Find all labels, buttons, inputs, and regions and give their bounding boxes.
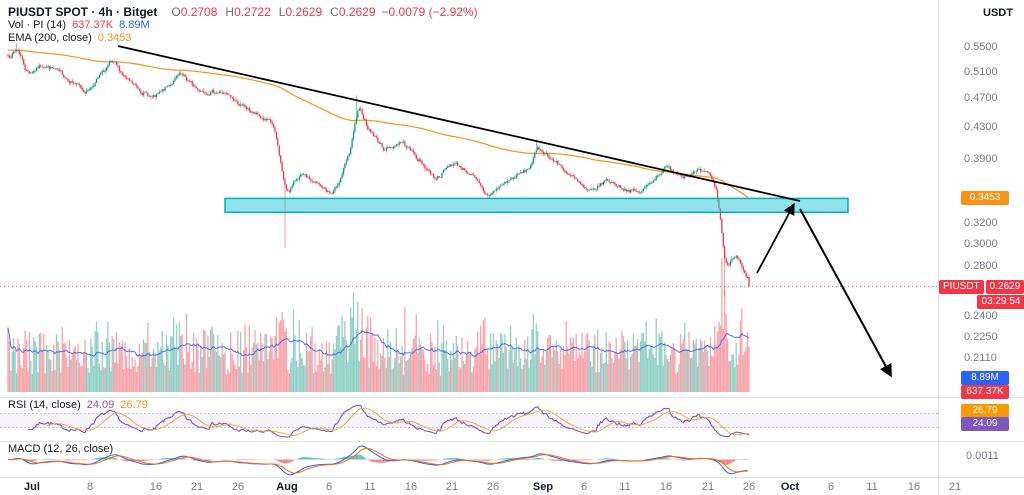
price-tick-label: 0.2800: [964, 260, 998, 272]
time-tick-label: 6: [580, 481, 588, 493]
time-tick-label: 8: [86, 481, 94, 493]
macd-axis-value: 0.0011: [966, 450, 999, 462]
volume-indicator-label[interactable]: Vol · PI (14): [8, 19, 67, 31]
symbol-legend[interactable]: PIUSDT SPOT · 4h · Bitget O0.2708 H0.272…: [8, 5, 478, 19]
time-tick-label: 26: [486, 481, 500, 493]
time-tick-label: 16: [404, 481, 418, 493]
time-tick-label: 16: [907, 481, 921, 493]
price-change: −0.0079 (−2.92%): [381, 5, 478, 19]
ema-indicator-label[interactable]: EMA (200, close): [8, 32, 92, 44]
rsi-ma-badge: 26.79: [961, 404, 1009, 418]
volume-value-badge: 637.37K: [961, 385, 1009, 399]
time-axis[interactable]: Jul 8 16 21 26 Aug 6 11 16 21 26 Sep 6 11 16 21 26 Oct 6 11…: [0, 481, 1024, 495]
ohlc-close: C0.2629: [330, 5, 376, 19]
volume-value: 637.37K: [72, 19, 114, 31]
time-tick-label: Sep: [532, 481, 554, 493]
ohlc-high: H0.2722: [225, 5, 271, 19]
price-axis[interactable]: 0.5500 0.5100 0.4700 0.4300 0.3900 0.3200 0.30…: [939, 0, 1024, 478]
rsi-value: 24.09: [86, 399, 115, 411]
price-tick-label: 0.4700: [964, 92, 998, 104]
price-tick-label: 0.3900: [964, 153, 998, 165]
price-tick-label: 0.2250: [964, 331, 998, 343]
rsi-ma-value: 26.79: [120, 399, 148, 411]
time-tick-label: 21: [701, 481, 715, 493]
time-tick-label: Oct: [780, 481, 800, 493]
time-tick-label: 26: [742, 481, 756, 493]
symbol-tag: PIUSDT: [939, 280, 984, 294]
price-tick-label: 0.2110: [964, 352, 997, 364]
time-tick-label: 11: [364, 481, 376, 493]
price-tick-label: 0.3000: [964, 238, 998, 250]
volume-ma-badge: 8.89M: [961, 371, 1009, 385]
time-tick-label: 11: [619, 481, 631, 493]
time-tick-label: 21: [445, 481, 459, 493]
candle-countdown-badge: 03:29:54: [977, 295, 1024, 309]
price-tick-label: 0.5100: [964, 66, 998, 78]
quote-currency-label: USDT: [983, 7, 1013, 19]
time-tick-label: 11: [866, 481, 878, 493]
rsi-value-badge: 24.09: [961, 417, 1009, 431]
price-tick-label: 0.5500: [964, 41, 998, 53]
volume-ma-value: 8.89M: [119, 19, 150, 31]
time-tick-label: Aug: [276, 481, 298, 493]
time-tick-label: 26: [231, 481, 245, 493]
time-tick-label: 6: [827, 481, 835, 493]
time-tick-label: 21: [948, 481, 962, 493]
price-tick-label: 0.4300: [964, 121, 998, 133]
price-tick-label: 0.2400: [964, 310, 998, 322]
rsi-legend[interactable]: RSI (14, close) 24.09 26.79: [8, 399, 148, 411]
current-price-value: 0.2629: [985, 280, 1024, 294]
time-tick-label: 21: [190, 481, 204, 493]
ohlc-low: L0.2629: [278, 5, 323, 19]
ohlc-open: O0.2708: [171, 5, 218, 19]
price-tick-label: 0.3200: [964, 217, 998, 229]
symbol-title[interactable]: PIUSDT SPOT · 4h · Bitget: [8, 5, 158, 19]
rsi-indicator-label[interactable]: RSI (14, close): [8, 399, 81, 411]
current-price-badge: PIUSDT 0.2629: [939, 280, 1024, 294]
ema-legend[interactable]: EMA (200, close) 0.3453: [8, 32, 131, 44]
volume-legend[interactable]: Vol · PI (14) 637.37K 8.89M: [8, 19, 150, 31]
ema-price-badge: 0.3453: [961, 191, 1009, 205]
time-tick-label: 16: [659, 481, 673, 493]
macd-legend[interactable]: MACD (12, 26, close): [8, 443, 113, 455]
time-tick-label: 6: [325, 481, 333, 493]
time-tick-label: Jul: [24, 481, 40, 493]
ema-value: 0.3453: [97, 32, 132, 44]
time-tick-label: 16: [149, 481, 163, 493]
macd-indicator-label[interactable]: MACD (12, 26, close): [8, 443, 114, 455]
